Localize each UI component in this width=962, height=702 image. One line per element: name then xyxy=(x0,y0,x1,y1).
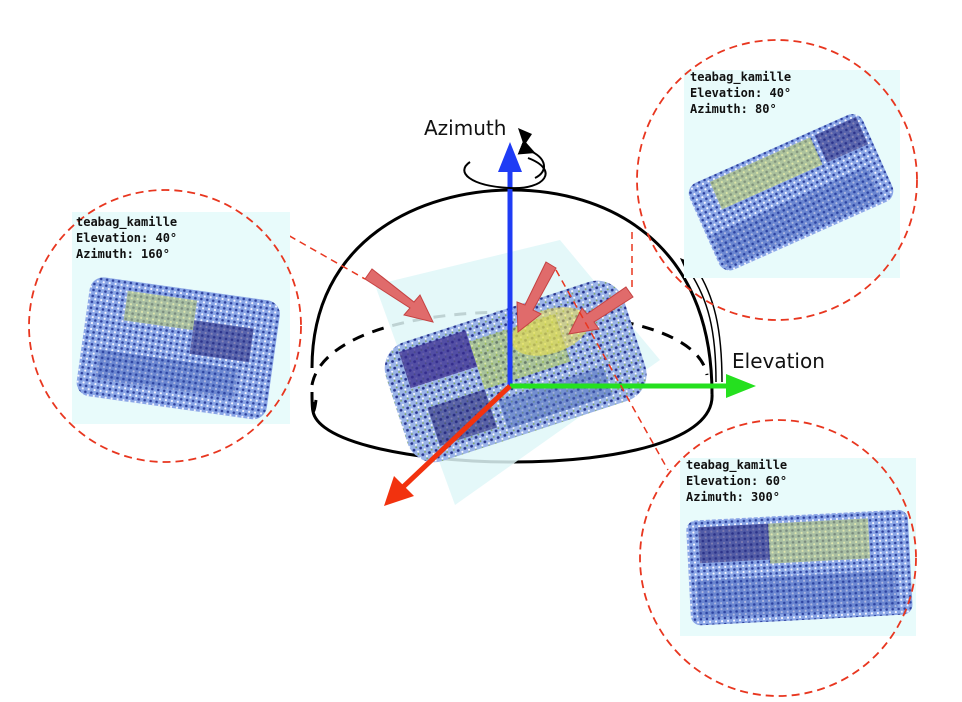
view-top-right: teabag_kamille Elevation: 40° Azimuth: 8… xyxy=(636,39,918,321)
camera-arrow-1 xyxy=(364,268,434,323)
y-axis xyxy=(400,384,512,490)
view-bottom-right-elevation: Elevation: 60° xyxy=(686,474,787,488)
view-top-right-azimuth: Azimuth: 80° xyxy=(690,102,777,116)
view-left-elevation: Elevation: 40° xyxy=(76,231,177,245)
view-left-circle xyxy=(28,189,302,463)
y-axis-head xyxy=(384,476,414,506)
camera-arrow-2 xyxy=(516,261,557,334)
connector-bottom-right xyxy=(555,269,669,471)
connector-left xyxy=(257,217,366,280)
view-left-azimuth: Azimuth: 160° xyxy=(76,247,170,261)
connector-lines xyxy=(257,217,669,471)
hemisphere-equator-back xyxy=(310,310,709,386)
azimuth-label: Azimuth xyxy=(424,116,506,140)
view-bottom-right: teabag_kamille Elevation: 60° Azimuth: 3… xyxy=(639,419,917,697)
view-bottom-right-azimuth: Azimuth: 300° xyxy=(686,490,780,504)
view-bottom-right-circle xyxy=(639,419,917,697)
azimuth-rotation-arrow xyxy=(463,128,547,190)
central-object xyxy=(375,240,660,505)
view-top-right-circle xyxy=(636,39,918,321)
view-top-right-object-name: teabag_kamille xyxy=(690,70,791,85)
camera-arrows xyxy=(364,261,634,335)
view-left-object-name: teabag_kamille xyxy=(76,215,177,230)
camera-arrow-3 xyxy=(568,286,634,335)
z-axis-head xyxy=(498,142,522,172)
view-bottom-right-object-name: teabag_kamille xyxy=(686,458,787,473)
elevation-label: Elevation xyxy=(732,349,825,373)
view-left: teabag_kamille Elevation: 40° Azimuth: 1… xyxy=(28,189,302,463)
view-top-right-elevation: Elevation: 40° xyxy=(690,86,791,100)
x-axis-head xyxy=(726,374,756,398)
coordinate-axes xyxy=(384,142,756,506)
